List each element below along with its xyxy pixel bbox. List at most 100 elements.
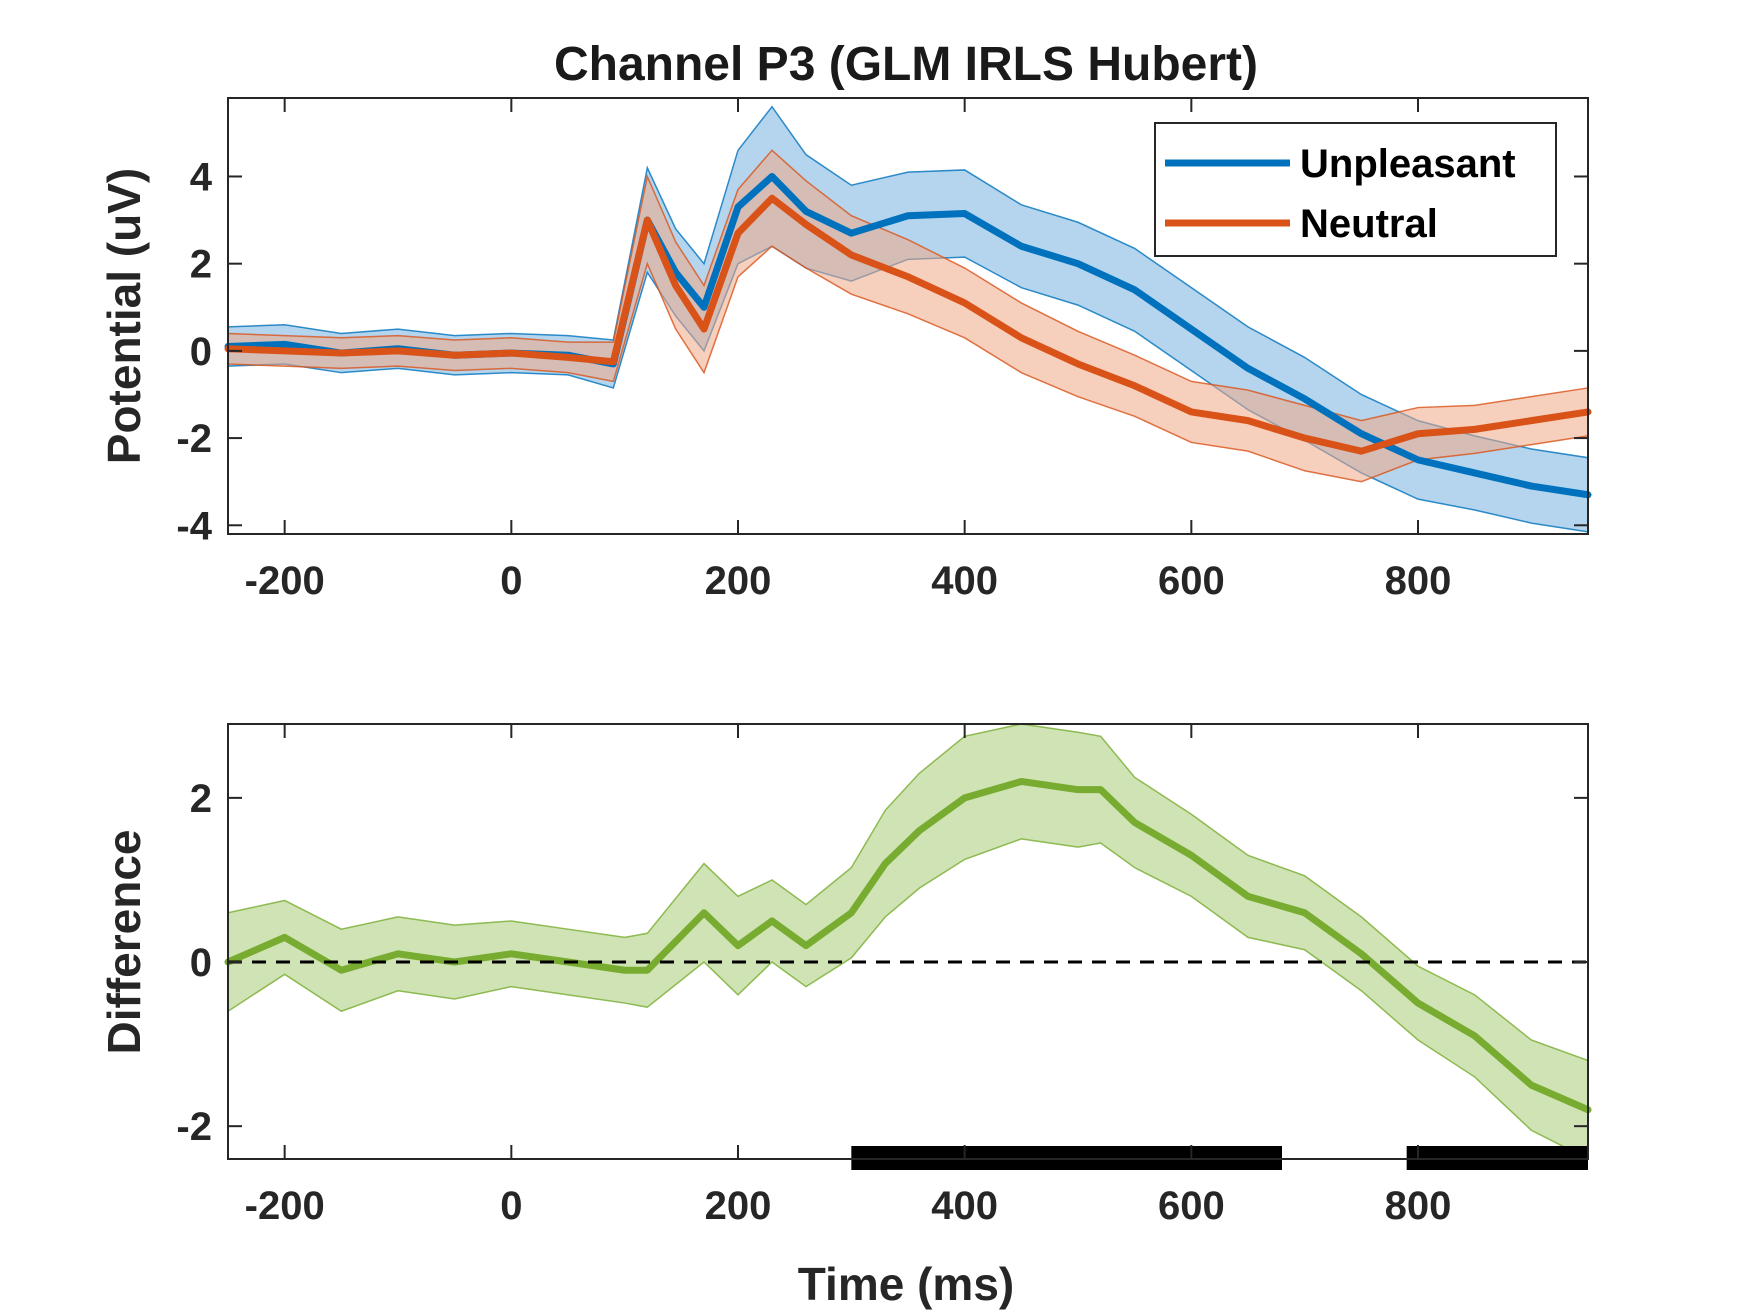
neutral-point <box>772 198 773 199</box>
top-x-tick-label: 800 <box>1385 559 1452 603</box>
unpleasant-point <box>1248 368 1249 369</box>
bottom-series-point <box>806 945 807 946</box>
bottom-series-point <box>885 863 886 864</box>
difference-line-group <box>224 777 1592 1114</box>
unpleasant-point <box>675 272 676 273</box>
neutral-point <box>398 350 399 351</box>
top-y-axis-label: Potential (uV) <box>98 168 150 464</box>
bottom-series-point <box>738 945 739 946</box>
bottom-series-point <box>398 953 399 954</box>
bottom-series-point <box>1100 789 1101 790</box>
neutral-point <box>806 224 807 225</box>
x-axis-label: Time (ms) <box>798 1258 1014 1310</box>
neutral-point <box>1191 411 1192 412</box>
neutral-point <box>454 355 455 356</box>
neutral-point <box>1134 385 1135 386</box>
bottom-series-point <box>772 920 773 921</box>
neutral-point <box>341 353 342 354</box>
bottom-y-tick-label: -2 <box>176 1105 212 1149</box>
neutral-point <box>964 302 965 303</box>
chart-title: Channel P3 (GLM IRLS Hubert) <box>554 38 1258 91</box>
neutral-point <box>1021 337 1022 338</box>
bottom-series-point <box>1418 1003 1419 1004</box>
top-x-tick-label: 600 <box>1158 559 1225 603</box>
bottom-panel: -200 0 200 400 600 800 -2 0 2 Difference Time (m… <box>98 723 1592 1310</box>
bottom-series-point <box>1304 912 1305 913</box>
bottom-series-point <box>1248 896 1249 897</box>
top-series-lines <box>224 172 1592 499</box>
bottom-x-tick-label: 800 <box>1385 1184 1452 1228</box>
neutral-point <box>284 350 285 351</box>
neutral-point <box>568 357 569 358</box>
top-x-tick-label: 0 <box>500 559 522 603</box>
legend-label-neutral: Neutral <box>1300 202 1438 246</box>
unpleasant-point <box>1418 459 1419 460</box>
unpleasant-point <box>284 344 285 345</box>
top-y-tick-label: 2 <box>190 243 212 287</box>
bottom-x-tick-label: 200 <box>705 1184 772 1228</box>
bottom-series-point <box>1474 1035 1475 1036</box>
neutral-line <box>224 194 1592 455</box>
bottom-series-line <box>224 777 1592 1114</box>
bottom-y-axis-label: Difference <box>98 830 150 1055</box>
unpleasant-point <box>851 233 852 234</box>
unpleasant-point <box>1191 329 1192 330</box>
bottom-series-point <box>511 953 512 954</box>
neutral-point <box>511 353 512 354</box>
bottom-ticks: -200 0 200 400 600 800 -2 0 2 <box>176 724 1588 1228</box>
unpleasant-point <box>806 211 807 212</box>
bottom-series-point <box>624 970 625 971</box>
neutral-point <box>738 233 739 234</box>
legend-box <box>1154 122 1557 257</box>
unpleasant-point <box>1531 486 1532 487</box>
bottom-series-confidence-band <box>227 723 1589 1161</box>
unpleasant-point <box>704 307 705 308</box>
top-panel: Channel P3 (GLM IRLS Hubert) -200 0 200 400… <box>98 38 1592 603</box>
bottom-series-point <box>851 912 852 913</box>
neutral-point <box>613 361 614 362</box>
bottom-series-point <box>964 797 965 798</box>
legend: Unpleasant Neutral <box>1154 122 1557 257</box>
neutral-point <box>1474 429 1475 430</box>
neutral-point <box>908 276 909 277</box>
top-x-tick-label: -200 <box>245 559 325 603</box>
bottom-y-tick-label: 2 <box>190 777 212 821</box>
neutral-point <box>1418 433 1419 434</box>
top-x-tick-label: 400 <box>931 559 998 603</box>
top-axes-frame <box>227 97 1589 535</box>
bottom-series-point <box>919 830 920 831</box>
neutral-point <box>647 220 648 221</box>
neutral-point <box>1078 363 1079 364</box>
unpleasant-point <box>908 215 909 216</box>
neutral-point <box>1248 420 1249 421</box>
bottom-series-point <box>284 937 285 938</box>
top-ticks: -200 0 200 400 600 800 -4 -2 0 2 4 <box>176 98 1588 603</box>
difference-confidence-band <box>227 723 1589 1161</box>
bottom-series-point <box>1531 1085 1532 1086</box>
unpleasant-point <box>772 176 773 177</box>
unpleasant-point <box>1134 289 1135 290</box>
bottom-series-point <box>704 912 705 913</box>
top-y-tick-label: -2 <box>176 417 212 461</box>
bottom-x-tick-label: 600 <box>1158 1184 1225 1228</box>
bottom-series-point <box>1078 789 1079 790</box>
bottom-x-tick-label: 0 <box>500 1184 522 1228</box>
unpleasant-point <box>1361 433 1362 434</box>
neutral-point <box>704 329 705 330</box>
neutral-point <box>1531 420 1532 421</box>
top-y-tick-label: -4 <box>176 504 212 548</box>
neutral-point <box>1361 451 1362 452</box>
bottom-series-point <box>1361 953 1362 954</box>
neutral-point <box>851 254 852 255</box>
legend-label-unpleasant: Unpleasant <box>1300 142 1516 186</box>
top-y-tick-label: 4 <box>190 155 213 199</box>
bottom-x-tick-label: 400 <box>931 1184 998 1228</box>
bottom-series-point <box>1021 781 1022 782</box>
unpleasant-point <box>1474 472 1475 473</box>
unpleasant-point <box>1304 398 1305 399</box>
bottom-y-tick-label: 0 <box>190 941 212 985</box>
bottom-x-tick-label: -200 <box>245 1184 325 1228</box>
neutral-point <box>1304 438 1305 439</box>
neutral-point <box>675 285 676 286</box>
